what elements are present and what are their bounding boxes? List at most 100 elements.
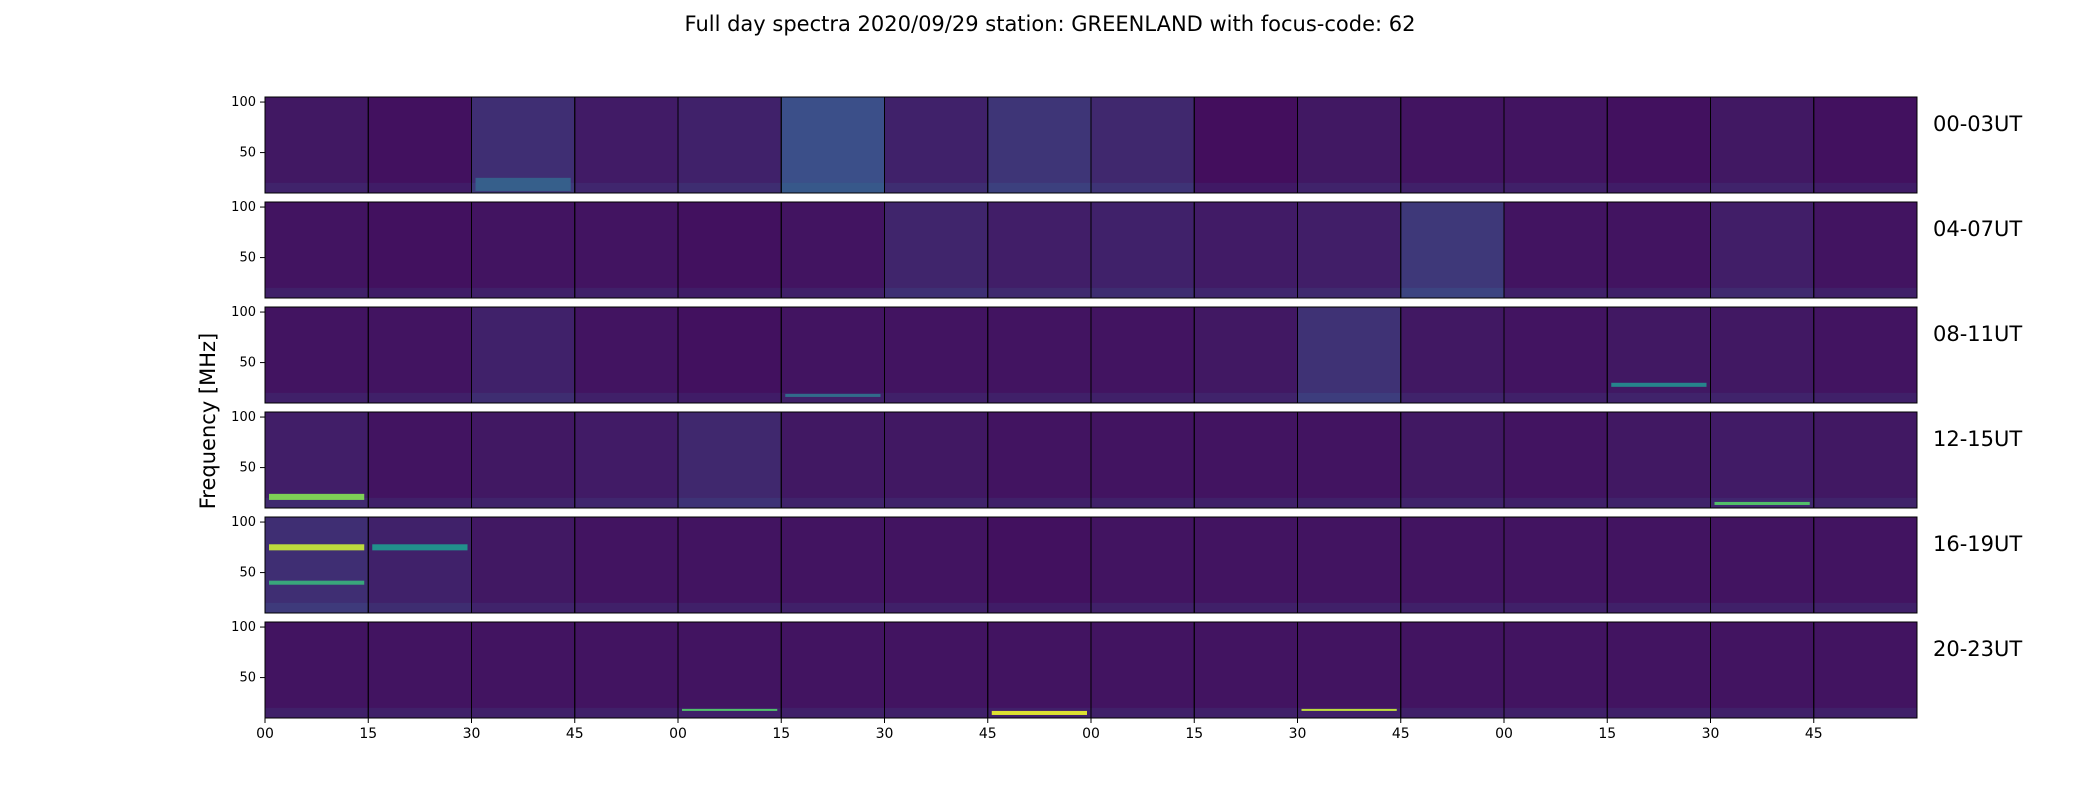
spectrum-panel xyxy=(1194,202,1298,298)
spectrum-panel xyxy=(1400,622,1504,718)
y-tick-label: 100 xyxy=(231,305,256,320)
spectrum-panel xyxy=(1813,202,1917,298)
low-frequency-band xyxy=(781,392,885,403)
spectrum-panel xyxy=(1607,517,1711,613)
spectrum-panel xyxy=(368,412,472,508)
spectrum-panel xyxy=(678,517,782,613)
emission-feature xyxy=(269,544,365,551)
low-frequency-band xyxy=(368,287,472,298)
low-frequency-band xyxy=(265,392,369,403)
low-frequency-band xyxy=(1400,182,1504,193)
low-frequency-band xyxy=(1091,182,1195,193)
low-frequency-band xyxy=(265,182,369,193)
low-frequency-band xyxy=(1400,392,1504,403)
spectrum-panel xyxy=(781,412,885,508)
low-frequency-band xyxy=(1194,182,1298,193)
x-tick-label: 00 xyxy=(256,726,274,742)
low-frequency-band xyxy=(987,182,1091,193)
low-frequency-band xyxy=(1091,497,1195,508)
panel-border xyxy=(1813,306,1918,404)
spectrum-panel xyxy=(1504,202,1608,298)
emission-feature xyxy=(1611,382,1707,387)
x-tick-label: 15 xyxy=(1185,726,1203,742)
low-frequency-band xyxy=(1813,392,1917,403)
x-tick-label: 30 xyxy=(1289,726,1307,742)
low-frequency-band xyxy=(678,707,782,718)
spectrum-panel xyxy=(574,97,678,193)
low-frequency-band xyxy=(987,497,1091,508)
spectrum-panel xyxy=(1504,307,1608,403)
spectrum-panel xyxy=(265,412,369,508)
low-frequency-band xyxy=(471,602,575,613)
spectrum-panel xyxy=(1710,202,1814,298)
spectrum-panel xyxy=(574,622,678,718)
y-tick-label: 50 xyxy=(239,146,256,161)
spectrum-panel xyxy=(987,517,1091,613)
emission-feature xyxy=(1714,501,1810,505)
spectrum-panel xyxy=(1607,202,1711,298)
low-frequency-band xyxy=(471,287,575,298)
spectrum-panel xyxy=(781,97,885,193)
low-frequency-band xyxy=(1607,392,1711,403)
spectrum-panel xyxy=(1710,307,1814,403)
y-tick-label: 100 xyxy=(231,95,256,110)
x-tick-label: 15 xyxy=(1598,726,1616,742)
low-frequency-band xyxy=(471,707,575,718)
low-frequency-band xyxy=(1504,392,1608,403)
spectrum-panel xyxy=(1607,307,1711,403)
spectrum-panel xyxy=(1813,412,1917,508)
spectrum-panel xyxy=(1504,97,1608,193)
low-frequency-band xyxy=(1400,497,1504,508)
low-frequency-band xyxy=(1710,602,1814,613)
spectrum-panel xyxy=(265,622,369,718)
row-time-label: 08-11UT xyxy=(1933,322,2022,346)
low-frequency-band xyxy=(678,182,782,193)
x-tick-label: 30 xyxy=(463,726,481,742)
spectrum-panel xyxy=(1194,97,1298,193)
low-frequency-band xyxy=(987,602,1091,613)
spectrum-panel xyxy=(471,517,575,613)
low-frequency-band xyxy=(1194,392,1298,403)
y-tick-label: 50 xyxy=(239,461,256,476)
low-frequency-band xyxy=(678,497,782,508)
low-frequency-band xyxy=(1091,707,1195,718)
spectrum-panel xyxy=(1813,517,1917,613)
spectrum-panel xyxy=(471,97,575,193)
low-frequency-band xyxy=(1710,707,1814,718)
spectrum-panel xyxy=(265,307,369,403)
spectrum-panel xyxy=(1400,97,1504,193)
low-frequency-band xyxy=(1194,497,1298,508)
low-frequency-band xyxy=(265,497,369,508)
low-frequency-band xyxy=(1813,707,1917,718)
spectrum-panel xyxy=(1297,517,1401,613)
spectrum-panel xyxy=(471,202,575,298)
low-frequency-band xyxy=(1607,707,1711,718)
spectrum-panel xyxy=(987,97,1091,193)
panel-border xyxy=(1813,201,1918,299)
low-frequency-band xyxy=(1710,392,1814,403)
x-tick-label: 45 xyxy=(979,726,997,742)
low-frequency-band xyxy=(1297,602,1401,613)
spectrum-panel xyxy=(368,307,472,403)
low-frequency-band xyxy=(1504,287,1608,298)
spectrum-panel xyxy=(884,412,988,508)
low-frequency-band xyxy=(1504,602,1608,613)
spectrum-panel xyxy=(471,307,575,403)
low-frequency-band xyxy=(1813,602,1917,613)
low-frequency-band xyxy=(265,707,369,718)
spectrum-panel xyxy=(1297,412,1401,508)
low-frequency-band xyxy=(1297,497,1401,508)
x-tick-label: 45 xyxy=(566,726,584,742)
low-frequency-band xyxy=(987,392,1091,403)
spectrum-panel xyxy=(1400,517,1504,613)
low-frequency-band xyxy=(1091,602,1195,613)
low-frequency-band xyxy=(781,707,885,718)
y-tick-label: 50 xyxy=(239,251,256,266)
spectrum-panel xyxy=(884,97,988,193)
spectrum-panel xyxy=(1813,97,1917,193)
low-frequency-band xyxy=(1194,602,1298,613)
emission-feature xyxy=(269,493,365,500)
spectrum-panel xyxy=(678,622,782,718)
spectrum-panel xyxy=(678,307,782,403)
